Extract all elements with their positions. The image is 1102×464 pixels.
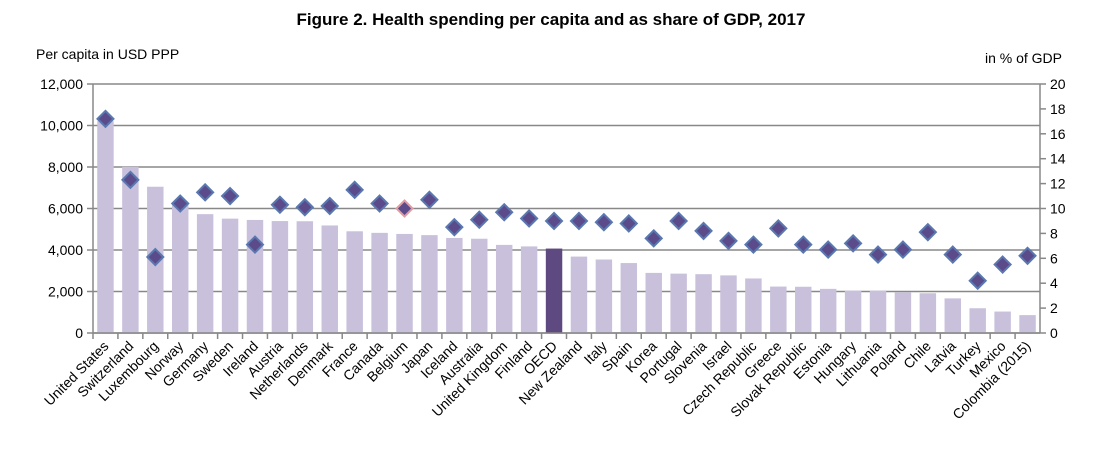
y-tick-label: 0 xyxy=(75,325,83,341)
diamond-marker xyxy=(943,245,963,264)
y2-tick-label: 4 xyxy=(1050,275,1058,291)
y2-tick-label: 16 xyxy=(1050,126,1066,142)
diamond-marker xyxy=(320,196,340,216)
diamond-marker xyxy=(494,202,514,222)
bar xyxy=(944,298,962,333)
bar xyxy=(844,290,862,333)
y2-tick-label: 14 xyxy=(1050,151,1066,167)
y2-tick-label: 20 xyxy=(1050,76,1066,92)
bar xyxy=(994,311,1011,333)
diamond-marker xyxy=(694,221,713,241)
bar xyxy=(371,232,388,333)
diamond-marker xyxy=(719,231,738,251)
bar xyxy=(770,286,787,333)
y-tick-label: 8,000 xyxy=(48,159,83,175)
diamond-marker xyxy=(295,197,315,217)
bar xyxy=(819,288,837,333)
y2-tick-label: 12 xyxy=(1050,176,1066,192)
y2-tick-label: 2 xyxy=(1050,300,1058,316)
y-tick-label: 4,000 xyxy=(48,242,83,258)
diamond-marker xyxy=(619,214,639,233)
diamond-marker xyxy=(120,170,140,190)
y-tick-label: 6,000 xyxy=(48,201,83,217)
bar xyxy=(620,263,638,333)
bar xyxy=(969,308,986,333)
diamond-marker xyxy=(444,217,464,237)
bar xyxy=(745,278,762,333)
bar xyxy=(520,246,538,333)
bar xyxy=(869,290,887,333)
diamond-marker xyxy=(96,109,115,129)
bar xyxy=(122,166,139,333)
y-tick-label: 10,000 xyxy=(40,118,83,134)
bar xyxy=(421,235,438,333)
diamond-marker xyxy=(145,247,165,267)
y2-tick-label: 0 xyxy=(1050,325,1058,341)
bar xyxy=(471,238,488,333)
y2-tick-label: 10 xyxy=(1050,201,1066,217)
diamond-marker xyxy=(544,211,564,231)
bar xyxy=(495,244,513,333)
bar xyxy=(595,259,613,333)
diamond-marker xyxy=(743,235,763,255)
bar xyxy=(196,214,214,333)
diamond-marker xyxy=(1018,246,1037,266)
diamond-marker xyxy=(270,195,290,215)
bar xyxy=(321,225,338,333)
bar xyxy=(670,273,687,333)
diamond-marker xyxy=(220,186,240,206)
diamond-marker xyxy=(420,190,439,210)
bar xyxy=(545,248,563,333)
y2-tick-label: 8 xyxy=(1050,225,1058,241)
bar xyxy=(446,237,463,333)
diamond-marker xyxy=(993,255,1013,274)
diamond-marker xyxy=(370,194,390,213)
diamond-marker xyxy=(893,240,913,259)
bar xyxy=(645,272,662,333)
y-tick-label: 2,000 xyxy=(48,284,83,300)
diamond-marker xyxy=(843,233,863,253)
diamond-marker xyxy=(918,222,938,242)
bar xyxy=(271,221,289,333)
bar xyxy=(1019,315,1036,333)
diamond-marker xyxy=(519,209,539,228)
chart-title: Figure 2. Health spending per capita and… xyxy=(296,10,806,29)
diamond-marker xyxy=(868,245,888,264)
diamond-marker xyxy=(644,228,664,248)
bar xyxy=(296,221,314,333)
bar xyxy=(720,275,737,333)
bar xyxy=(570,256,588,333)
bar xyxy=(221,218,239,333)
bar xyxy=(97,121,114,333)
y2-tick-label: 6 xyxy=(1050,250,1058,266)
diamond-marker xyxy=(395,199,414,218)
diamond-marker xyxy=(818,240,838,259)
y2-axis-label: in % of GDP xyxy=(984,50,1062,66)
diamond-marker xyxy=(469,210,489,230)
diamond-marker xyxy=(345,180,365,200)
bar xyxy=(695,274,712,333)
diamond-marker xyxy=(594,212,614,232)
diamond-marker xyxy=(170,194,190,213)
bar xyxy=(894,292,912,333)
diamond-marker xyxy=(793,235,813,255)
diamond-marker xyxy=(245,235,265,255)
y-axis-label: Per capita in USD PPP xyxy=(36,46,180,62)
y2-tick-label: 18 xyxy=(1050,101,1066,117)
diamond-marker xyxy=(569,211,589,231)
bar xyxy=(396,233,413,333)
bar xyxy=(919,293,937,333)
diamond-marker xyxy=(195,182,215,202)
bar xyxy=(795,286,812,333)
diamond-marker xyxy=(768,219,788,238)
diamond-marker xyxy=(669,211,689,231)
diamond-marker xyxy=(968,271,988,291)
bar xyxy=(346,231,363,333)
y-tick-label: 12,000 xyxy=(40,76,83,92)
bar xyxy=(171,204,189,333)
